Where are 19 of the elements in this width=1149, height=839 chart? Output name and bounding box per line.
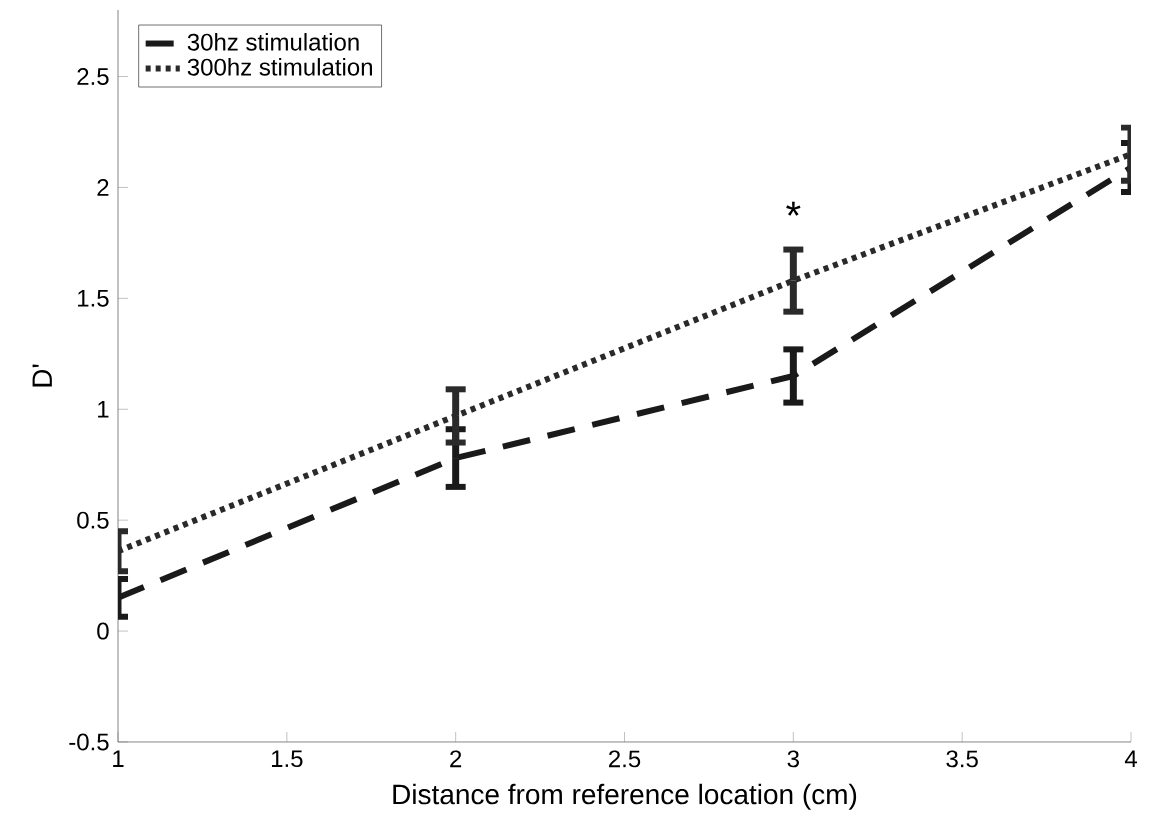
legend-label: 300hz stimulation [187, 58, 372, 76]
x-tick-label: 1 [113, 750, 124, 767]
annotation: * [786, 201, 801, 216]
x-tick-label: 2 [450, 750, 462, 768]
y-tick-label: 1.5 [78, 289, 109, 307]
y-axis-title: D' [32, 364, 52, 387]
legend-label: 30hz stimulation [187, 33, 359, 51]
y-tick-label: 0.5 [77, 511, 109, 529]
x-tick-label: 3 [787, 750, 799, 768]
x-tick-label: 2.5 [609, 750, 641, 768]
x-tick-label: 1.5 [271, 750, 303, 768]
x-axis-title: Distance from reference location (cm) [393, 783, 857, 810]
x-tick-label: 4 [1124, 750, 1137, 767]
y-tick-label: -0.5 [69, 733, 109, 751]
y-tick-label: 0 [97, 622, 109, 640]
y-tick-label: 1 [98, 401, 109, 418]
y-tick-label: 2.5 [77, 68, 109, 86]
x-tick-label: 3.5 [946, 750, 978, 768]
y-tick-label: 2 [97, 179, 109, 196]
